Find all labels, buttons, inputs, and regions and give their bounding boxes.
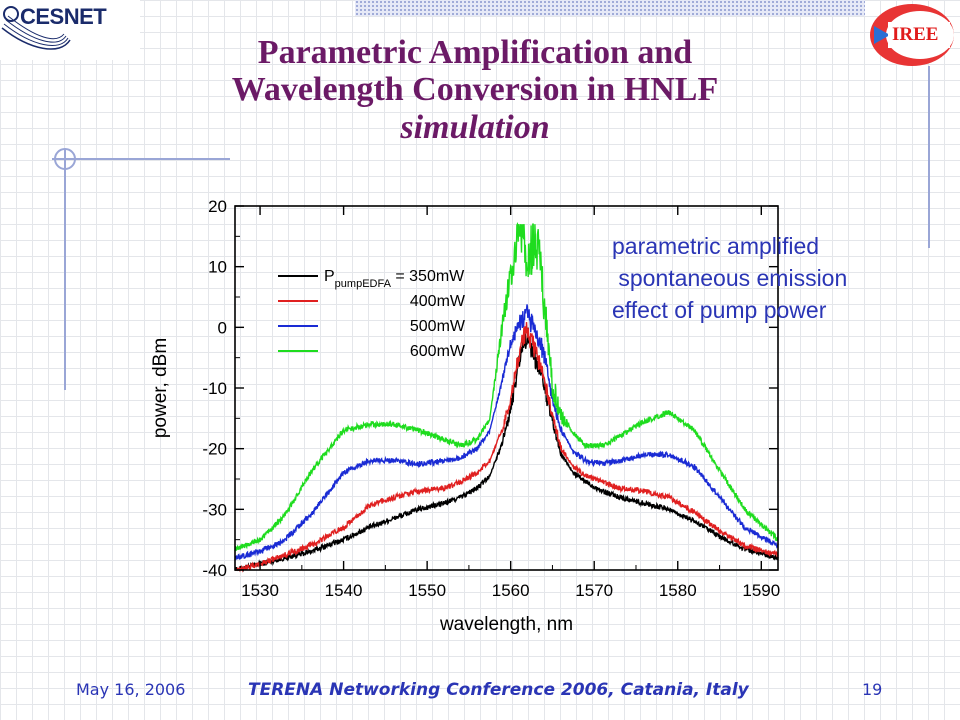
decor-line-horizontal: [52, 158, 230, 160]
legend-label-600mW: 600mW: [410, 343, 466, 360]
header-band: [355, 0, 865, 16]
legend-prefix-suffix: =: [391, 268, 409, 285]
annotation-line-2: spontaneous emission: [612, 265, 848, 292]
x-tick-label: 1590: [742, 581, 780, 600]
annotation-line-3: effect of pump power: [612, 297, 827, 324]
iree-emblem-icon: [870, 4, 954, 66]
chart-container: 20 10 0 -10 -20 -30 -40 1530 1540 1550 1560 1570 158…: [130, 188, 800, 653]
footer-page-number: 19: [862, 680, 883, 699]
series-line-400mW: [234, 322, 779, 573]
chart-legend: PpumpEDFA = 350mW 400mW 500mW 600mW: [278, 268, 466, 360]
decor-line-vertical-right: [928, 66, 930, 248]
title-line-1: Parametric Amplification and: [257, 34, 693, 71]
x-tick-label: 1580: [659, 581, 697, 600]
y-tick-label: 0: [218, 318, 227, 337]
slide-title: Parametric Amplification and Wavelength …: [110, 34, 840, 146]
series-layer: [234, 222, 779, 573]
cesnet-swirl-icon: [1, 6, 71, 50]
footer-date: May 16, 2006: [76, 680, 186, 699]
x-tick-label: 1560: [492, 581, 530, 600]
legend-value: 350mW: [409, 268, 465, 285]
y-tick-label: -40: [202, 561, 227, 580]
series-line-600mW: [234, 222, 779, 552]
y-axis-label: power, dBm: [150, 338, 171, 438]
x-tick-label: 1570: [575, 581, 613, 600]
legend-prefix: P: [324, 268, 335, 285]
iree-logo-text: IREE: [892, 24, 939, 45]
title-line-3: simulation: [400, 108, 550, 146]
cesnet-logo-text: CESNET: [20, 4, 107, 29]
annotation-line-1: parametric amplified: [612, 233, 820, 259]
series-line-350mW: [235, 327, 779, 573]
chart-annotation: parametric amplified spontaneous emissio…: [612, 230, 912, 327]
footer-conference: TERENA Networking Conference 2006, Catan…: [248, 680, 749, 700]
x-tick-label: 1540: [325, 581, 363, 600]
x-tick-label: 1550: [408, 581, 446, 600]
legend-label-350mW: PpumpEDFA = 350mW: [324, 268, 465, 290]
cesnet-logo: CESNET: [0, 0, 140, 60]
y-tick-label: 10: [208, 258, 227, 277]
y-tick-label: -30: [202, 500, 227, 519]
y-tick-label: 20: [208, 197, 227, 216]
axes-layer: 20 10 0 -10 -20 -30 -40 1530 1540 1550 1560 1570 158…: [202, 197, 780, 600]
decor-line-vertical-left: [64, 150, 66, 390]
x-tick-label: 1530: [241, 581, 279, 600]
y-tick-label: -10: [202, 379, 227, 398]
legend-subscript: pumpEDFA: [335, 278, 392, 290]
legend-label-500mW: 500mW: [410, 318, 466, 335]
series-line-500mW: [234, 304, 779, 561]
spectrum-chart: 20 10 0 -10 -20 -30 -40 1530 1540 1550 1560 1570 158…: [150, 197, 780, 635]
y-tick-label: -20: [202, 440, 227, 459]
title-line-2: Wavelength Conversion in HNLF: [231, 71, 719, 109]
legend-label-400mW: 400mW: [410, 293, 466, 310]
decor-circle-icon: [54, 148, 76, 170]
iree-logo: IREE: [868, 2, 960, 68]
x-axis-label: wavelength, nm: [439, 614, 573, 635]
